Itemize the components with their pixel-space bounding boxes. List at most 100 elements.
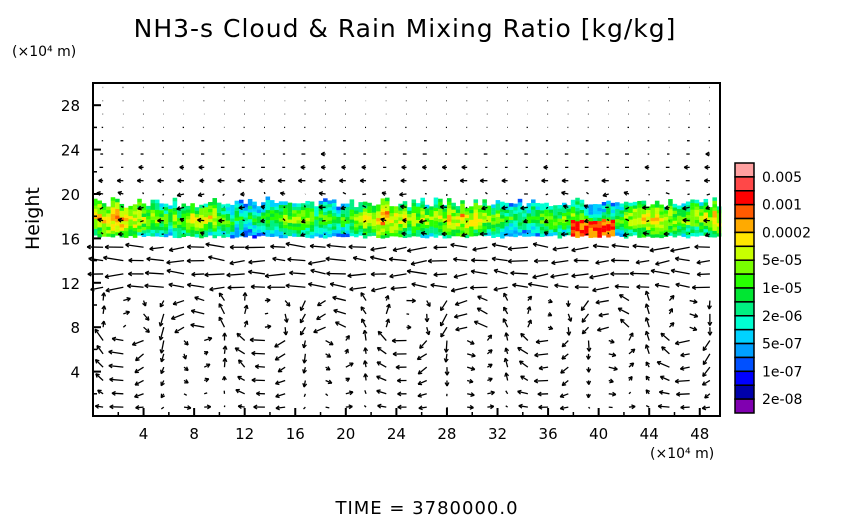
cloud-cell	[659, 224, 664, 229]
cloud-cell	[535, 222, 540, 227]
vector-arrowhead	[184, 369, 189, 372]
cloud-cell	[349, 222, 355, 227]
vector-arrowhead	[585, 355, 589, 360]
cloud-cell	[632, 205, 638, 209]
cloud-cell	[411, 209, 417, 214]
wind-vector	[614, 285, 630, 288]
cloud-cell	[615, 218, 620, 223]
vector-arrowhead	[649, 247, 654, 252]
cloud-cell	[345, 230, 350, 234]
cloud-cell	[407, 207, 412, 211]
vector-arrowhead	[680, 352, 685, 357]
vector-arrowhead	[332, 295, 337, 298]
vector-arrowhead	[672, 322, 675, 327]
cloud-cell	[553, 208, 558, 213]
cloud-cell	[438, 232, 443, 236]
wind-vector	[508, 246, 528, 250]
cloud-cell	[517, 232, 523, 236]
vector-arrowhead	[378, 330, 383, 334]
vector-arrowhead	[563, 204, 568, 207]
wind-vector	[586, 191, 589, 195]
cloud-cell	[323, 228, 328, 232]
cloud-cell	[349, 219, 355, 223]
cloud-cell	[296, 223, 302, 227]
cloud-cell	[115, 228, 120, 233]
cloud-cell	[208, 212, 213, 216]
cloud-cell	[269, 216, 275, 221]
vector-arrowhead	[313, 328, 317, 333]
cloud-cell	[101, 219, 107, 224]
cloud-cell	[641, 204, 647, 208]
cloud-cell	[163, 213, 169, 218]
cloud-cell	[508, 203, 514, 207]
cloud-cell	[650, 214, 656, 218]
cloud-cell	[146, 225, 151, 230]
cloud-cell	[132, 217, 138, 222]
cloud-cell	[194, 230, 200, 235]
wind-vector	[120, 205, 124, 208]
cloud-cell	[588, 221, 594, 225]
cloud-cell	[292, 209, 297, 214]
cloud-cell	[287, 202, 293, 207]
cloud-cell	[690, 212, 695, 217]
cloud-cell	[168, 205, 173, 209]
cloud-cell	[575, 224, 580, 228]
cloud-cell	[247, 218, 253, 223]
cloud-cell	[597, 217, 602, 222]
vector-arrowhead	[581, 318, 584, 323]
cloud-cell	[154, 219, 160, 224]
vector-arrowhead	[507, 258, 512, 262]
cloud-cell	[274, 206, 279, 210]
cloud-cell	[150, 226, 156, 230]
cloud-cell	[123, 227, 129, 232]
colorbar-swatch	[734, 301, 755, 317]
wind-vector	[552, 246, 569, 251]
cloud-cell	[349, 209, 355, 213]
cloud-cell	[376, 224, 381, 229]
cloud-cell	[318, 200, 324, 205]
cloud-cell	[491, 224, 496, 229]
colorbar-swatch	[734, 162, 755, 178]
cloud-cell	[420, 207, 425, 212]
vector-arrowhead	[364, 373, 369, 378]
cloud-cell	[601, 215, 607, 219]
cloud-cell	[623, 221, 629, 226]
vector-arrowhead	[316, 315, 320, 320]
wind-vector	[390, 286, 407, 290]
cloud-cell	[137, 218, 142, 223]
vector-arrowhead	[300, 232, 304, 237]
cloud-cell	[539, 203, 545, 207]
cloud-cell	[309, 234, 315, 239]
vector-arrowhead	[298, 178, 303, 182]
cloud-cell	[646, 233, 651, 237]
cloud-cell	[354, 220, 359, 224]
colorbar-swatch	[734, 342, 755, 359]
wind-vector	[554, 284, 569, 288]
vector-arrowhead	[704, 394, 707, 399]
cloud-cell	[331, 219, 337, 223]
cloud-cell	[380, 208, 386, 212]
cloud-cell	[668, 229, 673, 233]
cloud-cell	[681, 213, 686, 217]
cloud-cell	[115, 225, 120, 229]
wind-vector	[655, 284, 670, 288]
cloud-cell	[517, 198, 523, 203]
cloud-cell	[584, 228, 589, 233]
wind-vector	[417, 366, 428, 375]
vector-arrowhead	[490, 334, 493, 340]
wind-vector	[143, 313, 150, 321]
cloud-cell	[460, 210, 465, 214]
cloud-cell	[707, 223, 713, 228]
wind-vector	[419, 340, 428, 349]
x-tick-label: 48	[690, 425, 709, 443]
cloud-cell	[230, 221, 235, 226]
wind-vector	[656, 361, 670, 368]
cloud-cell	[278, 211, 284, 215]
cloud-cell	[265, 219, 271, 224]
vector-arrowhead	[670, 268, 676, 271]
cloud-cell	[393, 226, 399, 230]
cloud-cell	[349, 199, 355, 203]
cloud-cell	[340, 226, 346, 231]
cloud-cell	[177, 234, 182, 239]
cloud-cell	[623, 225, 629, 229]
